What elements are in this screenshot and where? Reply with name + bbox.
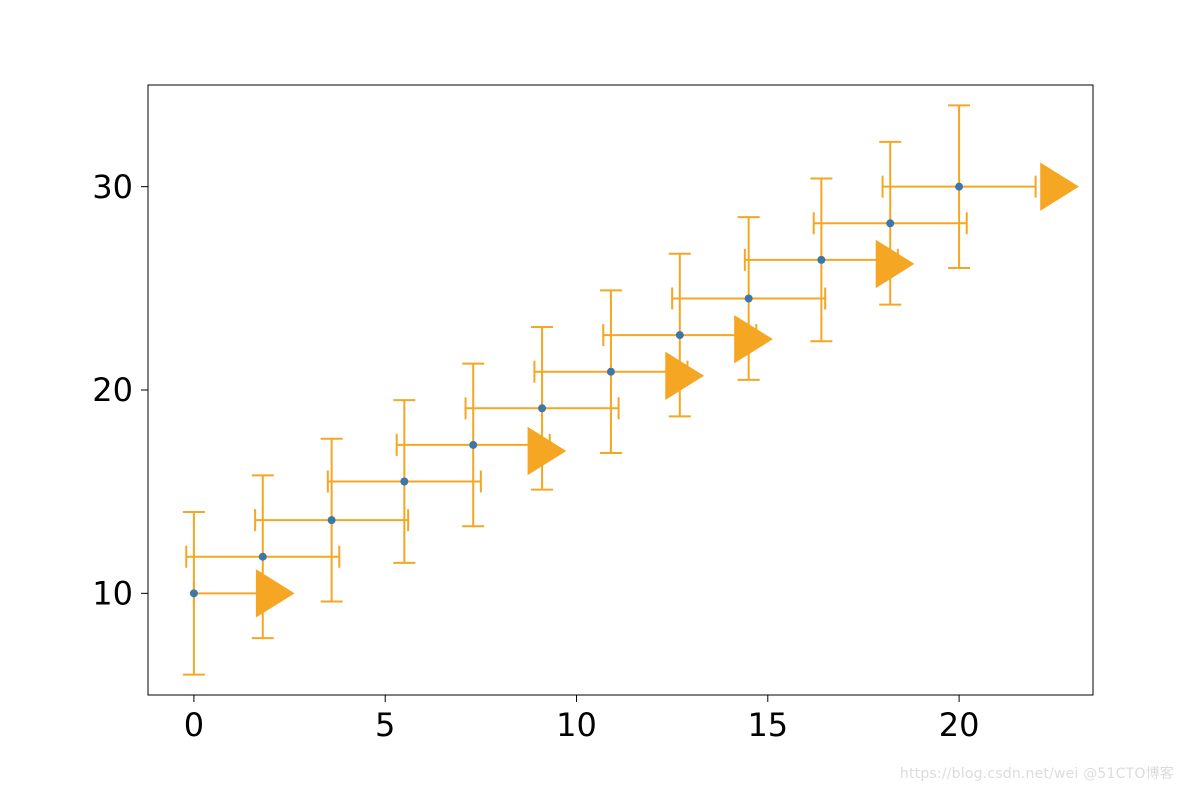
y-tick-label: 20	[92, 371, 133, 409]
errorbar-chart: 0 5 10 15 20 10 20 30	[0, 0, 1184, 789]
x-tick-label: 20	[939, 706, 980, 744]
data-marker	[676, 331, 684, 339]
x-tick-label: 10	[556, 706, 597, 744]
data-marker	[190, 589, 198, 597]
data-marker	[745, 295, 753, 303]
data-marker	[607, 368, 615, 376]
data-marker	[538, 404, 546, 412]
data-marker	[955, 183, 963, 191]
data-marker	[817, 256, 825, 264]
plot-area	[148, 85, 1093, 695]
x-tick-label: 15	[747, 706, 788, 744]
data-marker	[886, 219, 894, 227]
data-marker	[259, 553, 267, 561]
x-tick-label: 5	[375, 706, 395, 744]
data-marker	[469, 441, 477, 449]
watermark-text: https://blog.csdn.net/wei @51CTO博客	[900, 763, 1174, 783]
x-tick-label: 0	[184, 706, 204, 744]
data-marker	[328, 516, 336, 524]
chart-svg: 0 5 10 15 20 10 20 30	[0, 0, 1184, 789]
y-tick-label: 10	[92, 575, 133, 613]
data-marker	[400, 478, 408, 486]
y-tick-label: 30	[92, 168, 133, 206]
